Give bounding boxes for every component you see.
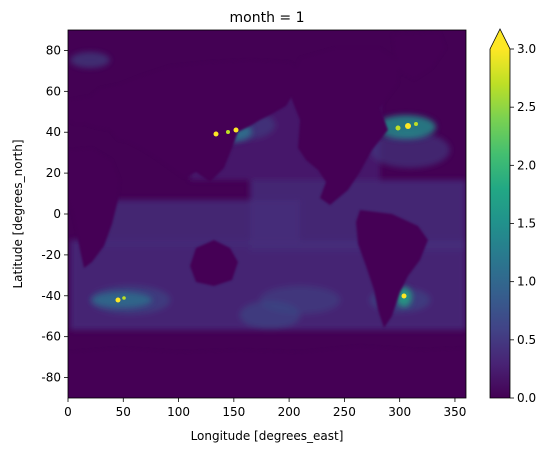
x-tick-label: 0: [64, 405, 72, 419]
x-tick-label: 50: [116, 405, 131, 419]
south-america: [356, 210, 428, 328]
y-tick-label: -40: [41, 289, 61, 303]
x-tick-label: 200: [278, 405, 301, 419]
y-tick-label: 40: [46, 125, 61, 139]
colorbar-tick-label: 1.5: [517, 217, 536, 231]
y-axis: -80 -60 -40 -20 0 20 40 60 80: [41, 43, 68, 385]
y-tick-label: 20: [46, 166, 61, 180]
colorbar-tick-label: 0.5: [517, 333, 536, 347]
africa: [68, 148, 120, 268]
colorbar-tick-label: 2.5: [517, 100, 536, 114]
antarctica: [68, 346, 466, 398]
colorbar-extend-arrow: [490, 29, 510, 49]
eurasia: [68, 60, 300, 182]
plot-area: [68, 30, 466, 398]
y-tick-label: -80: [41, 371, 61, 385]
colorbar: 0.0 0.5 1.0 1.5 2.0 2.5 3.0: [489, 28, 536, 405]
x-tick-label: 100: [167, 405, 190, 419]
land-masses: [68, 32, 466, 398]
greenland: [392, 32, 446, 80]
x-axis-label: Longitude [degrees_east]: [191, 429, 344, 443]
x-tick-label: 250: [333, 405, 356, 419]
colorbar-tick-label: 2.0: [517, 158, 536, 172]
x-tick-label: 150: [222, 405, 245, 419]
australia: [190, 240, 238, 286]
y-tick-label: -20: [41, 248, 61, 262]
colorbar-tick-label: 3.0: [517, 42, 536, 56]
north-america: [290, 48, 400, 205]
y-axis-label: Latitude [degrees_north]: [11, 139, 25, 288]
y-tick-label: 80: [46, 43, 61, 57]
colorbar-gradient: [490, 49, 510, 398]
x-tick-label: 350: [443, 405, 466, 419]
colorbar-ticks: 0.0 0.5 1.0 1.5 2.0 2.5 3.0: [510, 42, 536, 405]
chart-title: month = 1: [230, 10, 305, 26]
hotspot-cores: [115, 122, 418, 303]
y-tick-label: 0: [53, 207, 61, 221]
y-tick-label: -60: [41, 330, 61, 344]
y-tick-label: 60: [46, 84, 61, 98]
x-tick-label: 300: [388, 405, 411, 419]
colorbar-tick-label: 1.0: [517, 275, 536, 289]
x-axis: 0 50 100 150 200 250 300 350: [64, 398, 466, 419]
colorbar-tick-label: 0.0: [517, 391, 536, 405]
